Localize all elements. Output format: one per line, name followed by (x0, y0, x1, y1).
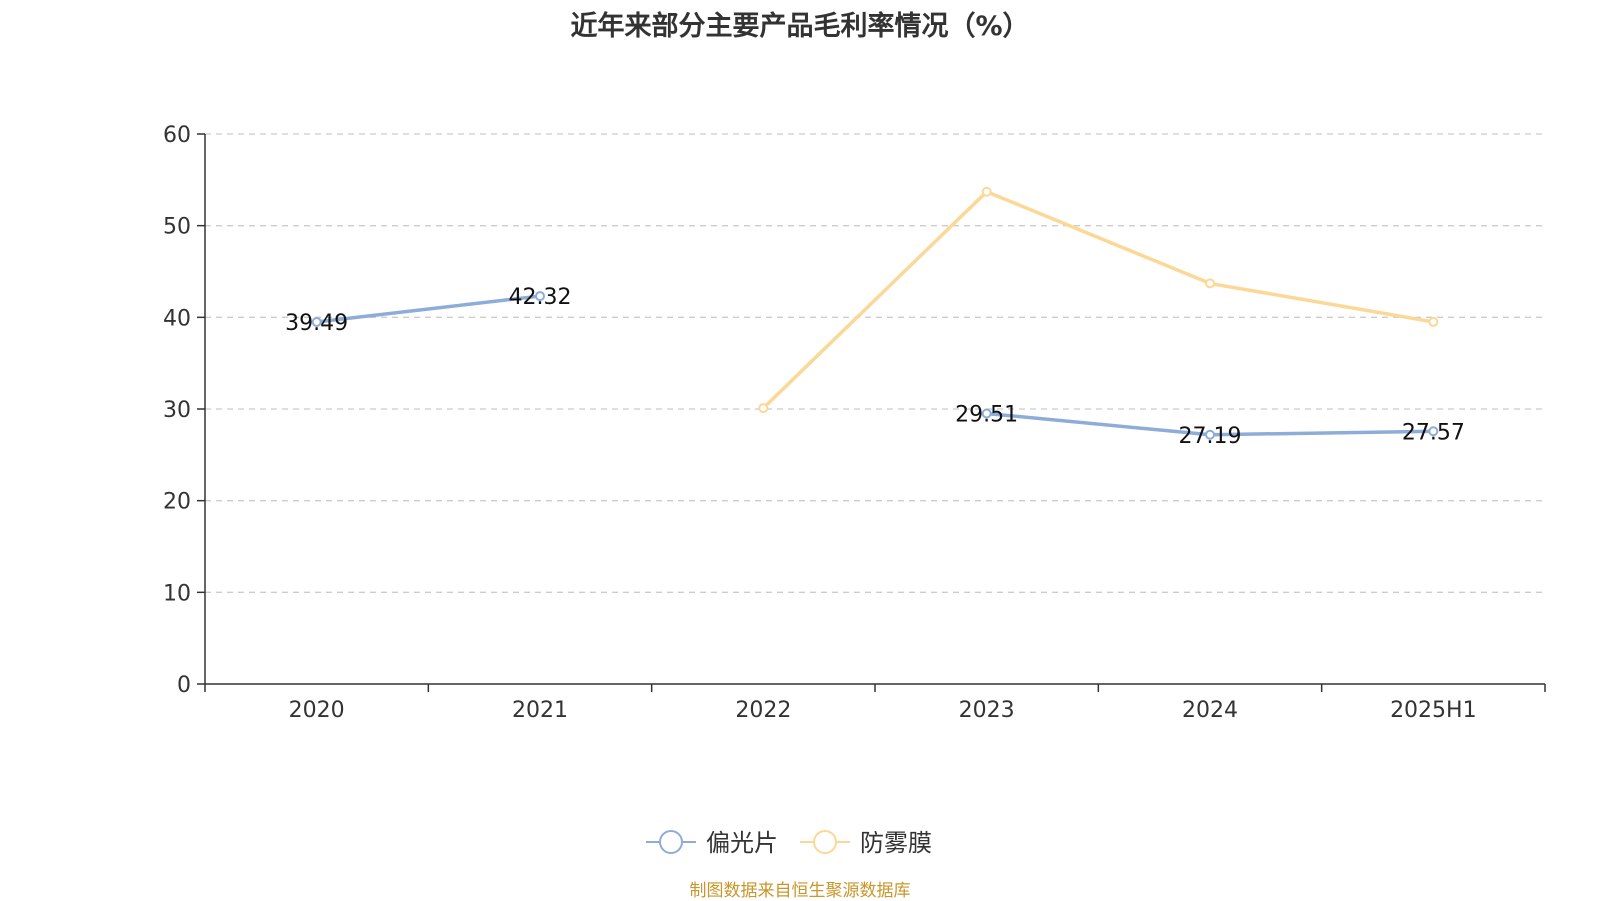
y-tick-label: 50 (163, 215, 191, 240)
legend-item[interactable]: 防雾膜 (800, 829, 932, 857)
series-line-segment (984, 190, 1212, 286)
data-labels: 39.49 42.32 29.51 27.19 27.57 (285, 285, 1465, 449)
data-point (1428, 316, 1439, 327)
gridlines (205, 133, 1545, 593)
data-point (758, 403, 769, 414)
x-tick-label: 2024 (1182, 698, 1238, 723)
data-point (1205, 278, 1215, 289)
data-label: 42.32 (509, 285, 572, 310)
data-label: 29.51 (955, 402, 1018, 427)
legend-item[interactable]: 偏光片 (646, 829, 778, 857)
series-line-segment (314, 294, 542, 324)
series-lines (311, 186, 1439, 440)
y-tick-label: 0 (177, 673, 191, 698)
series-line-segment (984, 411, 1212, 437)
data-point (1428, 426, 1439, 437)
y-tick-label: 10 (163, 581, 191, 606)
series-line-segment (1208, 281, 1436, 324)
x-tick-label: 2021 (512, 698, 568, 723)
data-label: 27.19 (1179, 424, 1242, 449)
y-tick-label: 20 (163, 490, 191, 515)
data-point (535, 291, 545, 302)
x-tick-label: 2022 (735, 698, 791, 723)
x-tick-label: 2025H1 (1390, 698, 1477, 723)
series-line-segment (1208, 429, 1436, 437)
legend[interactable]: 偏光片 防雾膜 (646, 829, 932, 857)
x-tick-label: 2020 (289, 698, 345, 723)
data-point (311, 317, 322, 328)
legend-marker-icon (813, 830, 837, 854)
data-point (1205, 429, 1215, 440)
legend-label: 偏光片 (706, 829, 778, 857)
data-point (981, 408, 992, 419)
source-note: 制图数据来自恒生聚源数据库 (689, 881, 911, 901)
y-tick-label: 40 (163, 306, 191, 331)
y-tick-label: 30 (163, 398, 191, 423)
legend-marker-icon (659, 830, 683, 854)
axes: 0 10 20 30 40 50 60 2020 2021 2022 2023 2024 2025H1 (163, 123, 1546, 723)
data-label: 27.57 (1402, 420, 1465, 445)
legend-label: 防雾膜 (860, 829, 932, 857)
chart-title: 近年来部分主要产品毛利率情况（%） (570, 11, 1030, 42)
x-tick-label: 2023 (959, 698, 1015, 723)
data-point (981, 186, 992, 197)
y-tick-label: 60 (163, 123, 191, 148)
data-label: 39.49 (285, 311, 348, 336)
series-line-segment (761, 190, 989, 410)
